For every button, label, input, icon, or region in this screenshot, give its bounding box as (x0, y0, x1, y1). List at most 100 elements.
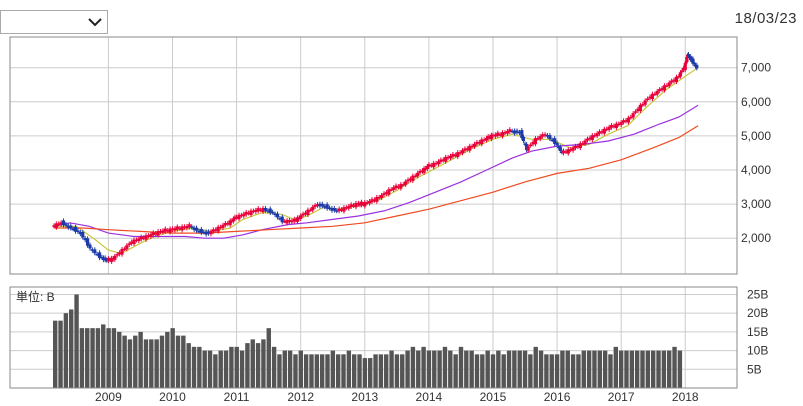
candle-body (105, 259, 109, 262)
candle-body (275, 213, 280, 218)
volume-bar (405, 350, 410, 388)
volume-tick-label: 20B (747, 306, 768, 320)
candle-body (251, 210, 256, 213)
volume-bar (287, 350, 293, 388)
candle-body (57, 223, 61, 225)
candle-body (561, 150, 566, 154)
volume-bar (90, 328, 95, 388)
volume-bar (122, 335, 127, 388)
candle-body (448, 155, 453, 159)
volume-bar (512, 350, 517, 388)
candle-body (646, 98, 650, 101)
candle-body (560, 151, 564, 154)
candle-body (434, 162, 438, 165)
volume-bars (53, 294, 683, 388)
price-grid (10, 37, 737, 274)
candle-body (500, 132, 505, 137)
candle-body (517, 131, 522, 134)
candle-body (204, 231, 208, 235)
candle-body (496, 132, 500, 136)
candle-body (558, 146, 562, 151)
candle-body (347, 206, 351, 209)
volume-plot-frame (9, 286, 738, 389)
candle-body (299, 215, 303, 219)
candle-body (526, 146, 530, 151)
candle-body (54, 223, 58, 228)
volume-bar (255, 343, 261, 388)
candle-body (692, 62, 696, 65)
volume-bar (597, 350, 602, 388)
candle-body (624, 120, 628, 122)
candle-body (237, 214, 241, 220)
candle-body (266, 210, 270, 212)
volume-bar (133, 335, 138, 388)
candle-body (387, 189, 391, 195)
candle-body (581, 143, 585, 145)
candle-body (513, 130, 517, 134)
volume-bar (74, 294, 79, 388)
candle-body (111, 257, 115, 260)
volume-bar (528, 354, 533, 388)
candle-body (149, 234, 153, 237)
volume-bar (95, 328, 101, 388)
candle-body (187, 224, 191, 228)
volume-bar (373, 354, 378, 388)
volume-bar (127, 339, 133, 388)
candle-body (122, 248, 127, 251)
candle-body (564, 151, 568, 153)
candle-body (211, 229, 215, 232)
candle-body (648, 96, 652, 99)
volume-bar (207, 350, 213, 388)
y-tick-label: 7,000 (741, 61, 771, 75)
volume-bar (58, 320, 63, 388)
candle-body (633, 111, 638, 113)
period-select[interactable] (0, 10, 108, 34)
candle-body (81, 231, 85, 238)
volume-bar (608, 354, 613, 388)
candle-body (418, 171, 422, 173)
candle-body (101, 257, 106, 261)
volume-bar (197, 346, 202, 388)
volume-axis: 5B 10B 15B 20B 25B (747, 287, 768, 376)
candle-body (488, 136, 492, 139)
volume-bar (106, 328, 111, 388)
candle-body (571, 147, 575, 151)
candle-body (132, 239, 136, 244)
candle-body (444, 156, 448, 162)
candle-body (359, 201, 364, 206)
candle-body (358, 203, 362, 206)
volume-bar (506, 350, 512, 388)
candle-body (691, 58, 695, 64)
candle-body (127, 243, 131, 245)
volume-bar (458, 346, 464, 388)
candle-body (139, 236, 143, 240)
candle-body (318, 203, 322, 207)
candle-body (605, 128, 609, 131)
candle-body (463, 148, 467, 151)
candle-body (59, 222, 63, 225)
volume-bar (656, 350, 661, 388)
candle-body (662, 85, 667, 91)
candle-body (134, 239, 139, 242)
candle-body (641, 104, 645, 106)
candle-body (320, 203, 324, 207)
chevron-down-icon (88, 18, 102, 27)
candle-body (197, 230, 201, 233)
candle-body (541, 134, 545, 137)
candle-body (525, 144, 529, 151)
volume-tick-label: 10B (747, 344, 768, 358)
volume-bar (63, 313, 69, 388)
candle-body (332, 208, 336, 211)
candle-body (202, 231, 206, 234)
volume-bar (501, 354, 506, 388)
candle-body (370, 199, 374, 202)
candle-body (356, 202, 360, 205)
candle-body (313, 205, 317, 207)
candle-body (680, 70, 684, 72)
volume-bar (111, 328, 117, 388)
candle-body (510, 130, 514, 133)
candle-body (468, 145, 472, 151)
candle-body (351, 204, 356, 207)
candle-body (531, 141, 535, 145)
